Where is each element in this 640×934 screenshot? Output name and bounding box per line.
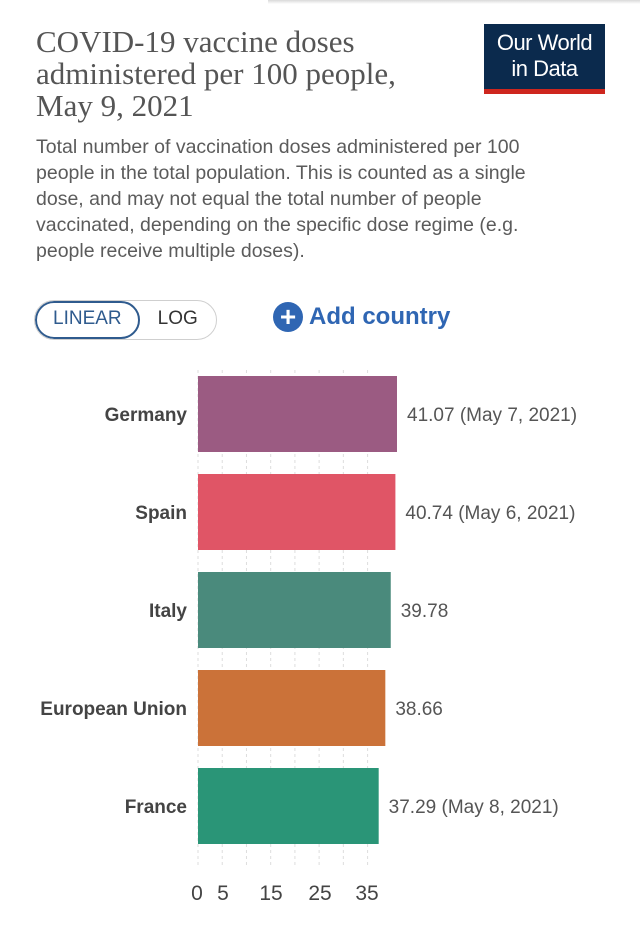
category-label: France	[125, 797, 187, 818]
logo-line-1: Our World	[496, 30, 593, 55]
bar[interactable]	[198, 376, 397, 452]
x-tick-label: 0	[191, 882, 203, 905]
log-scale-button[interactable]: LOG	[157, 308, 198, 329]
x-tick-label: 5	[217, 882, 229, 905]
top-shadow	[268, 0, 640, 4]
chart-title: COVID-19 vaccine doses administered per …	[36, 24, 396, 123]
value-label: 37.29 (May 8, 2021)	[389, 797, 559, 818]
chart-subtitle: Total number of vaccination doses admini…	[36, 136, 526, 262]
bar[interactable]	[198, 670, 386, 746]
bar[interactable]	[198, 768, 379, 844]
logo-red-bar	[484, 89, 605, 94]
category-label: Spain	[135, 503, 187, 524]
add-country-button[interactable]: + Add country	[273, 302, 450, 332]
category-label: Italy	[149, 601, 187, 622]
x-tick-label: 25	[308, 882, 331, 905]
value-label: 40.74 (May 6, 2021)	[405, 503, 575, 524]
value-label: 38.66	[395, 699, 443, 720]
x-tick-label: 35	[355, 882, 378, 905]
scale-toggle[interactable]: LINEAR LOG	[34, 300, 217, 340]
category-label: Germany	[105, 405, 188, 426]
bar[interactable]	[198, 572, 391, 648]
add-country-label: Add country	[309, 303, 451, 330]
category-label: European Union	[40, 699, 187, 720]
linear-scale-button[interactable]: LINEAR	[35, 301, 140, 339]
plus-icon: +	[273, 302, 303, 332]
bar[interactable]	[198, 474, 396, 550]
bar-chart: Germany 41.07 (May 7, 2021) Spain 40.74 (Ma…	[40, 370, 577, 905]
value-label: 41.07 (May 7, 2021)	[407, 405, 577, 426]
value-label: 39.78	[401, 601, 449, 622]
x-tick-label: 15	[259, 882, 282, 905]
owid-logo[interactable]: Our World in Data	[484, 24, 605, 94]
logo-line-2: in Data	[511, 56, 578, 81]
